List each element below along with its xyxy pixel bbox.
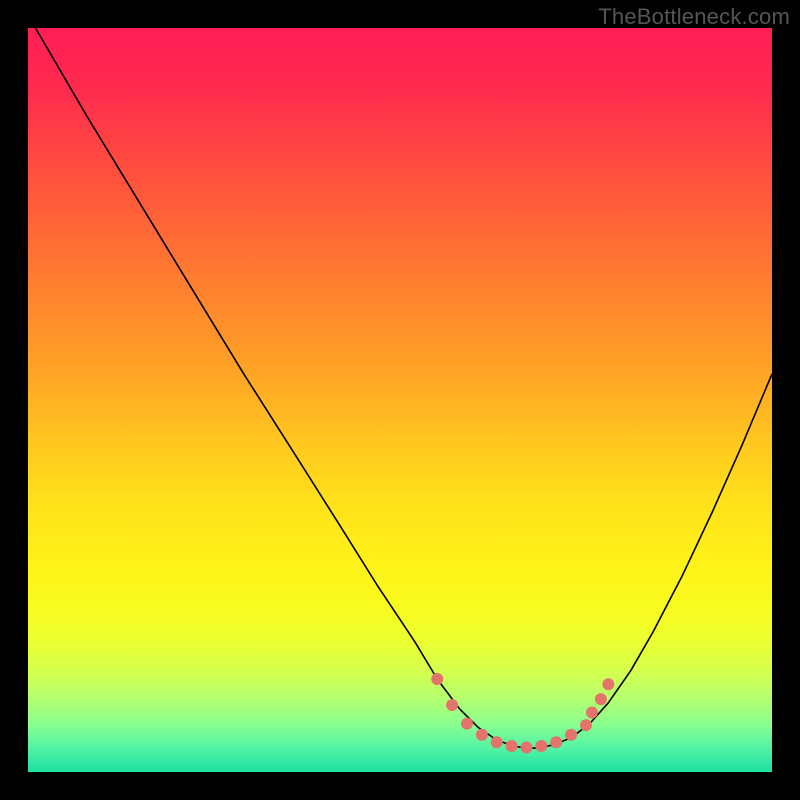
optimal-marker [476, 729, 488, 741]
optimal-marker [595, 693, 607, 705]
optimal-marker [446, 699, 458, 711]
optimal-marker [586, 706, 598, 718]
plot-area [28, 28, 772, 772]
watermark-text: TheBottleneck.com [598, 4, 790, 30]
optimal-marker [535, 740, 547, 752]
chart-canvas: TheBottleneck.com [0, 0, 800, 800]
optimal-marker [506, 740, 518, 752]
optimal-marker [580, 719, 592, 731]
optimal-marker [431, 673, 443, 685]
optimal-marker [491, 736, 503, 748]
optimal-marker [520, 741, 532, 753]
optimal-marker [565, 729, 577, 741]
optimal-marker [550, 736, 562, 748]
gradient-background [28, 28, 772, 772]
optimal-marker [602, 678, 614, 690]
chart-svg [28, 28, 772, 772]
optimal-marker [461, 718, 473, 730]
